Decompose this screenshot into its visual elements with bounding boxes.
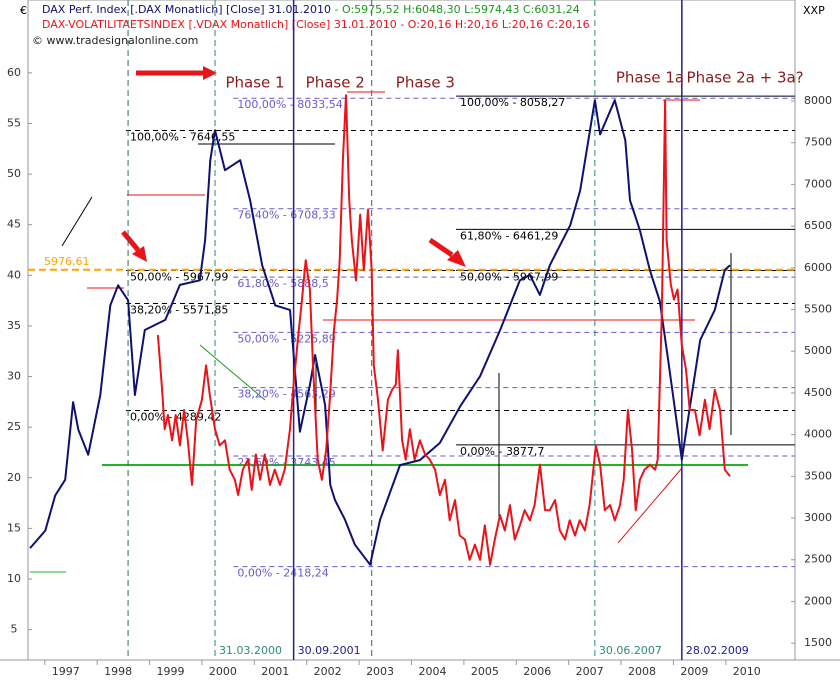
x-tick-label: 1998 [104,665,132,678]
y2-tick-label: 5500 [804,303,832,316]
y-tick-label: 5 [11,623,18,636]
y2-tick-label: 7000 [804,177,832,190]
phase-label: Phase 1a [616,68,684,86]
level-label: 76,40% - 6708,33 [237,209,335,222]
y-tick-label: 35 [7,319,21,332]
y2-tick-label: 3500 [804,469,832,482]
series-header: DAX-VOLATILITAETSINDEX [.VDAX Monatlich]… [42,18,590,31]
x-tick-label: 2009 [680,665,708,678]
plot-area [27,0,796,661]
y-tick-label: 45 [7,218,21,231]
phase-label: Phase 1 [226,74,285,92]
date-label: 28.02.2009 [686,644,749,657]
reference-label: 5976,61 [44,255,90,268]
y-tick-label: 55 [7,116,21,129]
date-label-box [595,644,654,658]
y2-tick-label: 6500 [804,219,832,232]
date-label: 31.03.2000 [219,644,282,657]
y2-tick-label: 4000 [804,428,832,441]
right-unit: XXP [803,4,825,17]
y-tick-label: 25 [7,420,21,433]
level-label: 38,20% - 5571,85 [130,304,228,317]
y-tick-label: 15 [7,521,21,534]
x-tick-label: 2007 [576,665,604,678]
y2-tick-label: 2000 [804,594,832,607]
x-tick-label: 1997 [52,665,80,678]
arrow-head [132,246,147,262]
source: © www.tradesignalonline.com [32,34,198,47]
date-label: 30.09.2001 [298,644,361,657]
arrow [61,196,93,247]
x-tick-label: 2004 [418,665,446,678]
x-tick-label: 2006 [523,665,551,678]
arrow-head [447,250,466,267]
level-label: 61,80% - 6461,29 [460,229,558,242]
x-tick-label: 2000 [209,665,237,678]
trend-line [617,467,683,544]
date-label-box [294,644,353,658]
series-name: DAX-VOLATILITAETSINDEX [.VDAX Monatlich]… [42,18,397,31]
level-label: 38,20% - 4563,29 [237,388,335,401]
series-line [156,94,731,566]
trend-line [199,344,266,401]
y-tick-label: 50 [7,167,21,180]
x-tick-label: 2001 [261,665,289,678]
phase-label: Phase 3 [396,74,455,92]
level-label: 100,00% - 8033,54 [237,98,342,111]
arrow [121,230,140,252]
x-tick-label: 2005 [471,665,499,678]
x-tick-label: 2003 [366,665,394,678]
level-label: 50,00% - 5967,99 [460,270,558,283]
series-header: DAX Perf. Index [.DAX Monatlich] [Close]… [42,3,580,16]
x-tick-label: 2010 [733,665,761,678]
y2-tick-label: 7500 [804,136,832,149]
series-quote: - O:5975,52 H:6048,30 L:5974,43 C:6031,2… [335,3,580,16]
y2-tick-label: 5000 [804,344,832,357]
y2-tick-label: 3000 [804,511,832,524]
y-tick-label: 10 [7,572,21,585]
y2-tick-label: 4500 [804,386,832,399]
x-tick-label: 1999 [157,665,185,678]
date-label-box [216,644,275,658]
series-line [29,99,731,566]
arrows [30,66,748,573]
arrow-head [203,66,217,80]
phase-label: Phase 2 [306,74,365,92]
date-label-box [682,644,741,658]
series-quote: - O:20,16 H:20,16 L:20,16 C:20,16 [400,18,589,31]
level-label: 0,00% - 2418,24 [237,567,328,580]
y-tick-label: 20 [7,471,21,484]
level-label: 100,00% - 7646,55 [130,130,235,143]
header: € XXP DAX Perf. Index [.DAX Monatlich] [… [20,3,825,47]
level-label: 0,00% - 3877,7 [460,445,544,458]
x-tick-label: 2002 [314,665,342,678]
y2-tick-label: 2500 [804,553,832,566]
date-label: 30.06.2007 [599,644,662,657]
level-label: 61,80% - 5888,5 [237,277,328,290]
arrow [428,237,454,258]
y2-tick-label: 6000 [804,261,832,274]
left-unit: € [20,4,27,17]
level-label: 50,00% - 5967,99 [130,270,228,283]
level-label: 100,00% - 8058,27 [460,96,565,109]
y2-tick-label: 8000 [804,94,832,107]
phase-label: Phase 2a + 3a? [687,68,804,86]
y-tick-label: 30 [7,370,21,383]
level-label: 50,00% - 5225,89 [237,332,335,345]
series-name: DAX Perf. Index [.DAX Monatlich] [Close]… [42,3,331,16]
x-tick-label: 2008 [628,665,656,678]
y-tick-label: 60 [7,66,21,79]
y2-tick-label: 1500 [804,636,832,649]
y-tick-label: 40 [7,268,21,281]
